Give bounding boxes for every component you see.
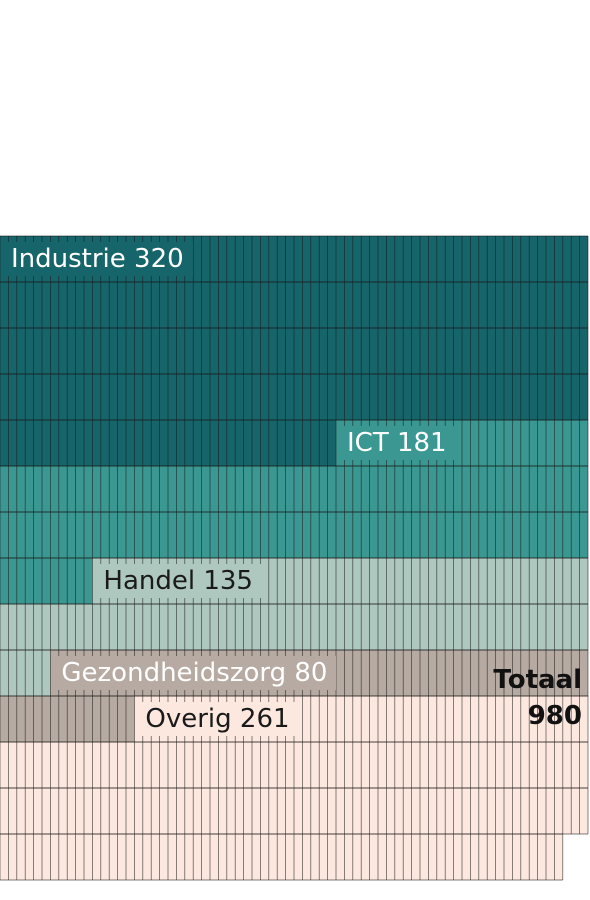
waffle-gridlines <box>0 235 589 881</box>
label-overig: Overig 261 <box>136 702 299 736</box>
total-label: Totaal <box>493 665 582 695</box>
waffle-segment-overig <box>0 834 563 880</box>
label-ict: ICT 181 <box>338 426 456 460</box>
label-handel: Handel 135 <box>94 564 262 598</box>
label-gezondheidszorg: Gezondheidszorg 80 <box>52 656 337 690</box>
waffle-segment-ict <box>0 558 93 604</box>
total-block: Totaal 980 <box>493 662 582 734</box>
label-industrie: Industrie 320 <box>2 242 193 276</box>
total-value: 980 <box>527 701 582 731</box>
